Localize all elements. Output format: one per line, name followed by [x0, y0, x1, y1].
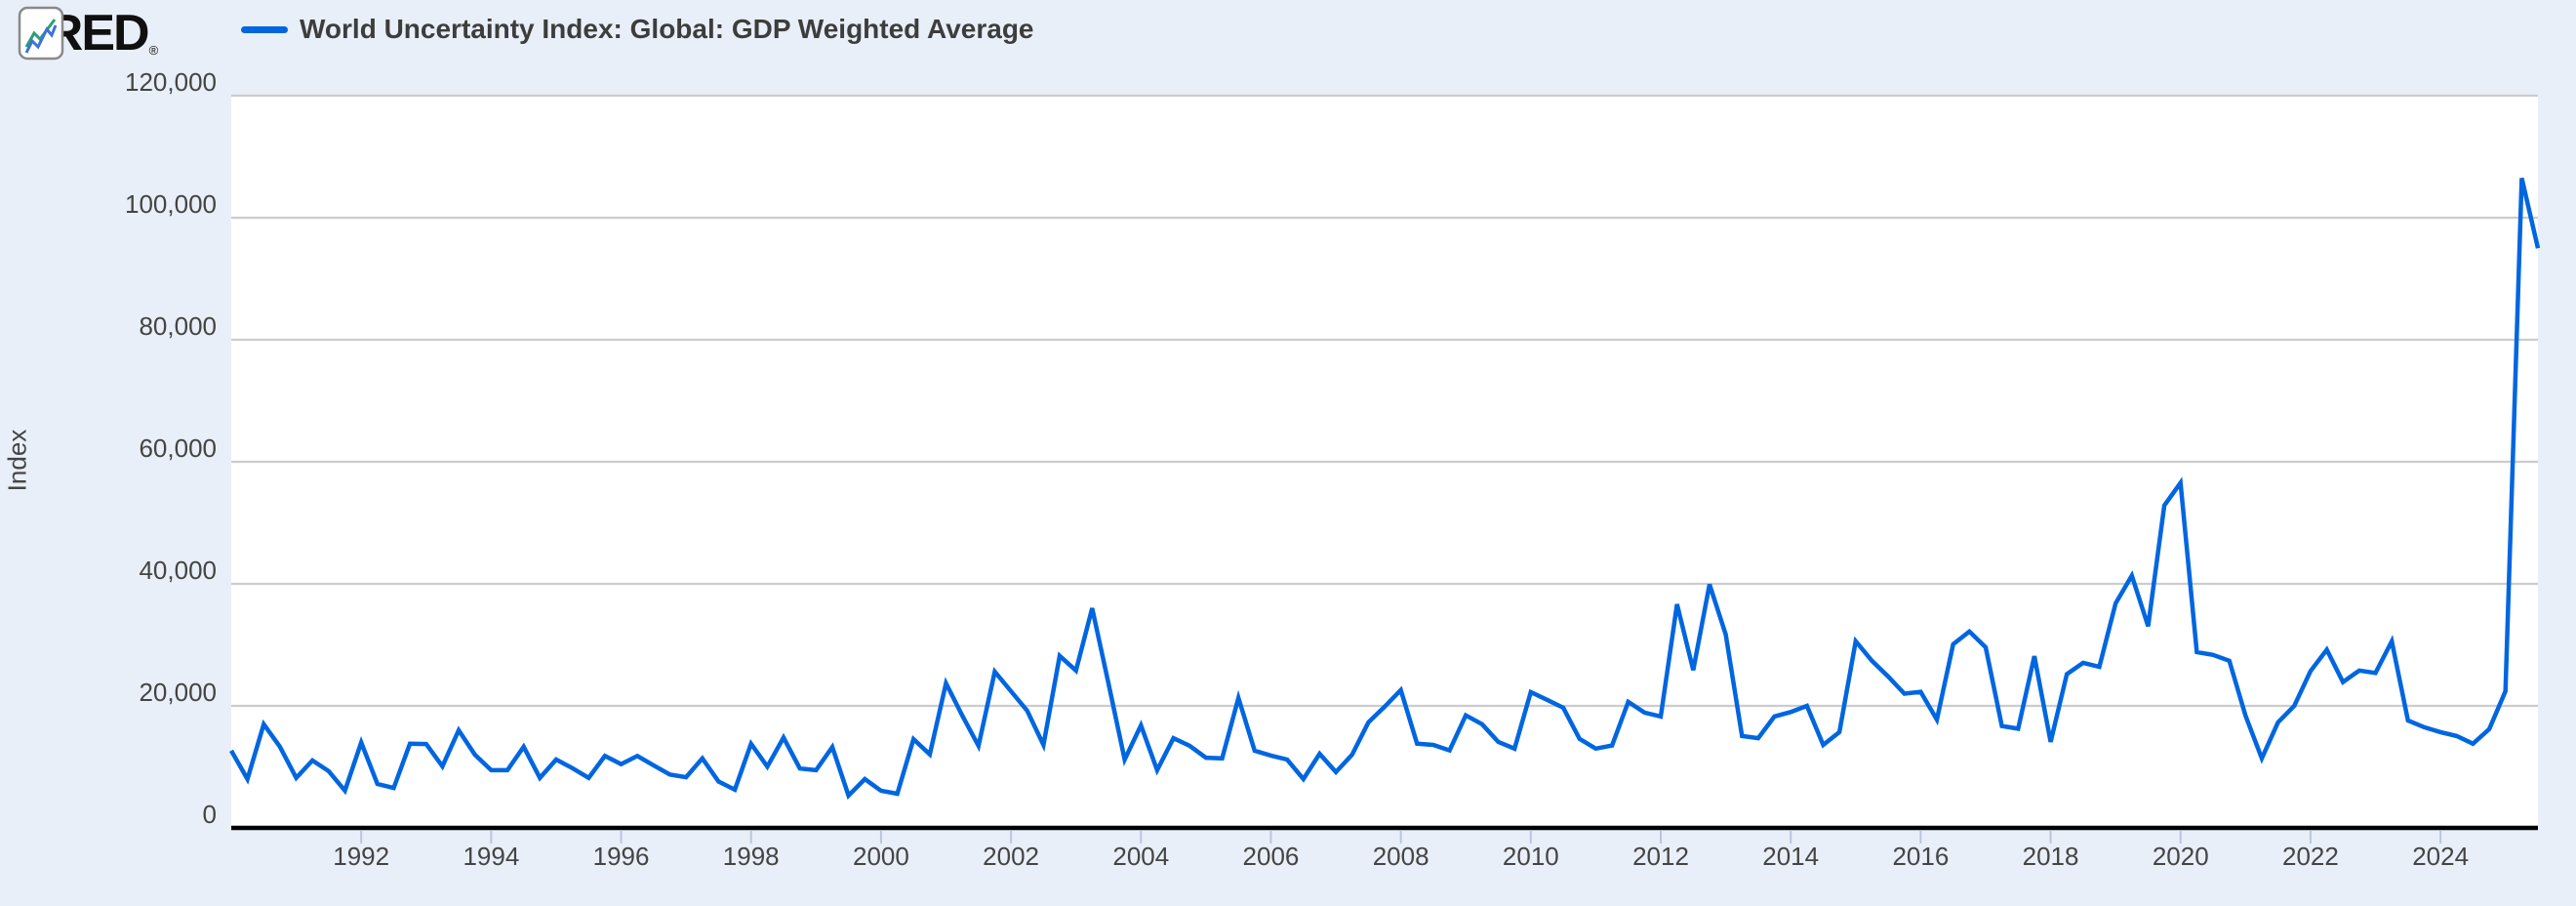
- x-axis-label: 2022: [2282, 842, 2339, 871]
- x-axis-label: 1998: [722, 842, 780, 871]
- x-axis-label: 2010: [1502, 842, 1559, 871]
- x-axis-label: 2018: [2022, 842, 2079, 871]
- y-axis-label: 40,000: [139, 556, 217, 585]
- series-line: [229, 177, 2541, 801]
- x-axis-label: 2006: [1242, 842, 1300, 871]
- y-axis-label: 60,000: [139, 433, 217, 463]
- x-axis-label: 2012: [1632, 842, 1689, 871]
- x-axis-label: 2002: [983, 842, 1040, 871]
- x-axis-label: 2014: [1762, 842, 1820, 871]
- registered-mark: ®: [148, 43, 159, 58]
- x-axis-label: 2000: [852, 842, 909, 871]
- x-axis-label: 2020: [2152, 842, 2209, 871]
- series-legend: World Uncertainty Index: Global: GDP Wei…: [241, 14, 1034, 45]
- y-axis-title: Index: [2, 429, 32, 492]
- x-axis-label: 2008: [1372, 842, 1429, 871]
- fred-logo: FRED ®: [18, 6, 164, 61]
- x-axis-label: 1994: [463, 842, 520, 871]
- x-axis-label: 2016: [1892, 842, 1950, 871]
- chart-header: FRED ® World Uncertainty Index: Global: …: [0, 0, 2576, 68]
- legend-label: World Uncertainty Index: Global: GDP Wei…: [300, 14, 1034, 44]
- x-axis-label: 2004: [1112, 842, 1170, 871]
- x-axis-label: 2024: [2412, 842, 2470, 871]
- y-axis-label: 120,000: [125, 67, 217, 97]
- x-axis-label: 1992: [333, 842, 390, 871]
- y-axis-label: 100,000: [125, 189, 217, 219]
- x-axis-label: 1996: [592, 842, 650, 871]
- y-axis-label: 20,000: [139, 678, 217, 707]
- y-axis-label: 0: [202, 800, 217, 829]
- legend-line-swatch: [241, 25, 288, 33]
- y-axis-label: 80,000: [139, 311, 217, 341]
